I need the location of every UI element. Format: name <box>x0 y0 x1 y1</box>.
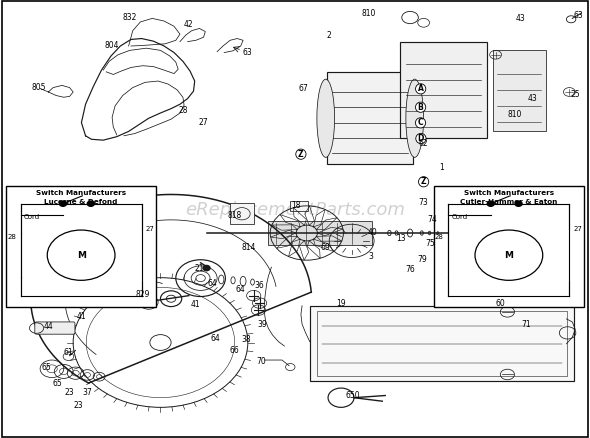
Text: 18: 18 <box>291 201 301 210</box>
Text: 65: 65 <box>53 379 63 388</box>
Text: Z: Z <box>298 150 304 159</box>
Text: 650: 650 <box>346 391 360 399</box>
Text: Switch Manufacturers: Switch Manufacturers <box>36 190 126 196</box>
Text: Z: Z <box>421 177 427 186</box>
Text: 73: 73 <box>419 198 428 207</box>
Text: 60: 60 <box>496 299 505 307</box>
Text: 62: 62 <box>419 139 428 148</box>
Text: 28: 28 <box>178 106 188 115</box>
Text: 44: 44 <box>44 322 53 331</box>
Text: 66: 66 <box>230 346 240 355</box>
Text: 67: 67 <box>299 84 309 93</box>
Text: Lucerne & Defond: Lucerne & Defond <box>44 199 118 205</box>
Text: 64: 64 <box>211 334 220 343</box>
Text: 64: 64 <box>236 285 245 293</box>
Circle shape <box>515 201 522 206</box>
Bar <box>290 201 308 211</box>
Text: 804: 804 <box>105 42 119 50</box>
Text: 42: 42 <box>184 20 194 28</box>
Bar <box>400 42 487 138</box>
Text: 810: 810 <box>362 9 376 18</box>
Text: Switch Manufacturers: Switch Manufacturers <box>464 190 554 196</box>
Text: 36: 36 <box>255 281 264 290</box>
Text: 25: 25 <box>571 90 580 99</box>
Text: M: M <box>77 251 86 260</box>
Text: 37: 37 <box>83 388 92 396</box>
Bar <box>327 72 413 164</box>
Text: 71: 71 <box>522 320 531 328</box>
Text: 74: 74 <box>427 215 437 224</box>
Text: 818: 818 <box>228 211 242 220</box>
Text: 38: 38 <box>242 335 251 344</box>
Bar <box>268 221 372 245</box>
Bar <box>6 186 156 307</box>
Text: 27: 27 <box>146 226 155 232</box>
Circle shape <box>203 265 210 271</box>
Text: 13: 13 <box>396 234 406 243</box>
Text: 41: 41 <box>76 312 86 321</box>
Text: 70: 70 <box>256 357 266 366</box>
Text: M: M <box>504 251 513 260</box>
Text: 40: 40 <box>368 228 378 237</box>
Text: 832: 832 <box>123 13 137 22</box>
Bar <box>493 50 546 131</box>
Text: B: B <box>418 103 424 112</box>
Text: 76: 76 <box>405 265 415 274</box>
Text: 1: 1 <box>439 163 444 172</box>
Text: 79: 79 <box>417 255 427 264</box>
Text: 65: 65 <box>41 363 51 371</box>
FancyBboxPatch shape <box>35 322 75 334</box>
Text: 3: 3 <box>368 252 373 261</box>
Circle shape <box>60 201 67 206</box>
Text: 64: 64 <box>208 279 217 288</box>
Text: 61: 61 <box>63 348 73 357</box>
Text: A: A <box>418 85 424 93</box>
Text: 28: 28 <box>435 234 444 240</box>
Bar <box>310 306 574 381</box>
Text: 39: 39 <box>257 321 267 329</box>
Bar <box>317 311 567 376</box>
Text: 21: 21 <box>195 264 204 272</box>
Text: Cutler-Hammer & Eaton: Cutler-Hammer & Eaton <box>460 199 558 205</box>
Text: 75: 75 <box>426 239 435 247</box>
Text: 829: 829 <box>136 290 150 299</box>
Text: 23: 23 <box>65 388 74 396</box>
Text: 27: 27 <box>199 118 208 127</box>
Text: 23: 23 <box>73 401 83 410</box>
Bar <box>230 203 254 224</box>
Text: 810: 810 <box>507 110 522 119</box>
Text: 43: 43 <box>516 14 525 23</box>
Circle shape <box>487 201 494 206</box>
Text: 805: 805 <box>31 83 45 92</box>
Text: 2: 2 <box>327 31 332 39</box>
Text: Cord: Cord <box>24 215 40 220</box>
Text: Cord: Cord <box>451 215 467 220</box>
Circle shape <box>87 201 94 206</box>
Text: 28: 28 <box>7 234 16 240</box>
Text: D: D <box>418 134 424 143</box>
Bar <box>434 186 584 307</box>
Text: eReplacementParts.com: eReplacementParts.com <box>185 201 405 219</box>
Text: 41: 41 <box>191 300 201 309</box>
Text: 814: 814 <box>242 243 256 252</box>
Text: C: C <box>418 118 424 127</box>
Ellipse shape <box>317 79 335 157</box>
Text: 19: 19 <box>336 299 346 307</box>
Text: 63: 63 <box>243 48 253 57</box>
Text: 43: 43 <box>527 94 537 103</box>
Text: 69: 69 <box>321 243 330 252</box>
Ellipse shape <box>406 79 424 157</box>
Text: 27: 27 <box>573 226 582 232</box>
Text: 63: 63 <box>573 11 583 20</box>
